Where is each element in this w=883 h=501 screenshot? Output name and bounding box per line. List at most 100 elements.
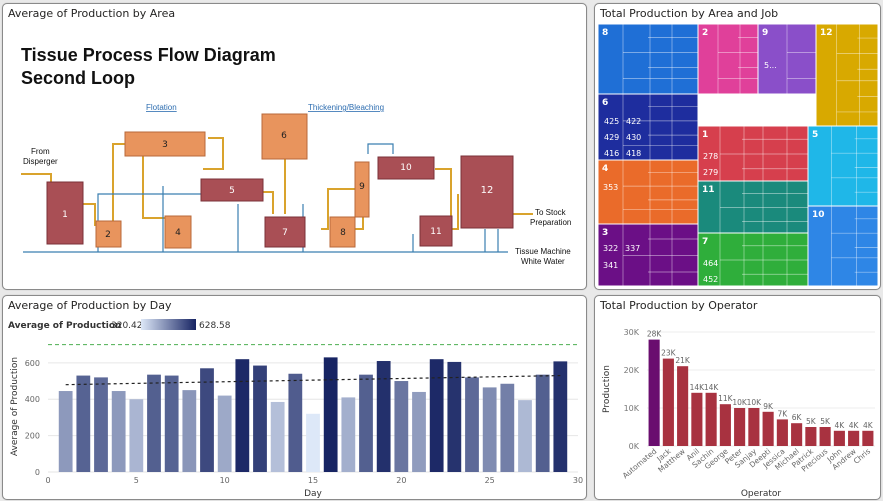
treemap-area-8[interactable]: 8 [597, 23, 699, 95]
unit-11[interactable]: 11 [419, 215, 453, 247]
day-bar[interactable] [500, 383, 515, 472]
unit-10[interactable]: 10 [377, 156, 435, 180]
day-bar[interactable] [535, 374, 550, 472]
treemap-area-6[interactable]: 6 425 422 429 430 416 418 [597, 93, 699, 161]
x-tick-label: 15 [308, 476, 318, 485]
day-bar[interactable] [164, 375, 179, 472]
operator-panel[interactable]: Total Production by Operator 0K 10K 20K 30K… [594, 295, 881, 500]
svg-text:11: 11 [430, 227, 441, 237]
day-bar[interactable] [306, 413, 320, 472]
operator-bar[interactable] [776, 419, 788, 446]
day-panel-title: Average of Production by Day [8, 299, 172, 312]
unit-3[interactable]: 3 [124, 131, 206, 157]
operator-bar[interactable] [648, 339, 660, 446]
treemap-job-label: 425 [604, 117, 619, 126]
day-bar[interactable] [518, 400, 532, 472]
treemap-area-3[interactable]: 3 322 337 341 [597, 223, 699, 287]
treemap-panel[interactable]: Total Production by Area and Job 8 2 9 5...… [594, 3, 881, 290]
day-bar[interactable] [394, 381, 409, 472]
x-tick-label: 10 [220, 476, 230, 485]
treemap-area-7[interactable]: 7 464 452 [697, 232, 809, 287]
to-label-line2: Preparation [530, 218, 571, 227]
treemap-area-12[interactable]: 12 [815, 23, 879, 127]
day-bar[interactable] [412, 391, 426, 472]
process-flow-diagram: Tissue Process Flow Diagram Second Loop … [21, 45, 571, 266]
operator-bar[interactable] [848, 430, 860, 446]
unit-2[interactable]: 2 [95, 220, 122, 248]
treemap-area-11[interactable]: 11 [697, 180, 809, 234]
day-bar[interactable] [58, 391, 73, 472]
treemap-chart[interactable]: 8 2 9 5... 12 6 425 422 429 430 416 418 1 278 279 5 4 353… [595, 4, 881, 290]
day-bar[interactable] [182, 390, 197, 472]
treemap-area-10[interactable]: 10 [807, 205, 879, 287]
day-bar[interactable] [76, 375, 91, 472]
operator-bar[interactable] [705, 392, 717, 446]
treemap-area-4[interactable]: 4 353 [597, 159, 699, 225]
operator-bar[interactable] [833, 430, 845, 446]
unit-9[interactable]: 9 [354, 161, 370, 218]
operator-bar[interactable] [748, 408, 760, 446]
day-bar-chart[interactable]: Average of Production 320.42 628.58 0200… [3, 296, 587, 500]
operator-bar[interactable] [662, 358, 674, 446]
operator-data-label: 14K [704, 383, 720, 392]
day-bar[interactable] [288, 373, 303, 472]
x-axis-title: Day [304, 489, 322, 499]
day-bar[interactable] [465, 377, 479, 472]
day-bar[interactable] [94, 377, 108, 472]
treemap-area-1[interactable]: 1 278 279 [697, 125, 809, 182]
day-bar[interactable] [376, 361, 391, 472]
day-bar[interactable] [111, 391, 126, 472]
unit-7[interactable]: 7 [264, 216, 306, 248]
x-axis-title: Operator [741, 489, 782, 499]
day-bar[interactable] [235, 359, 250, 472]
svg-text:12: 12 [481, 185, 494, 196]
treemap-area-9[interactable]: 9 5... [757, 23, 817, 95]
day-bar[interactable] [200, 368, 214, 472]
x-tick-label: 5 [134, 476, 139, 485]
operator-bar[interactable] [805, 427, 817, 446]
unit-4[interactable]: 4 [164, 215, 192, 249]
treemap-area-5[interactable]: 5 [807, 125, 879, 207]
day-bar[interactable] [147, 374, 161, 472]
x-tick-label: 20 [396, 476, 406, 485]
day-bar[interactable] [217, 395, 232, 472]
area-panel-title: Average of Production by Area [8, 7, 176, 20]
operator-bar[interactable] [719, 404, 731, 446]
day-bar[interactable] [359, 374, 373, 472]
treemap-job-label: 322 [603, 244, 618, 253]
operator-bar[interactable] [819, 427, 831, 446]
day-bar[interactable] [553, 361, 568, 472]
y-tick-label: 600 [25, 359, 40, 368]
y-tick-label: 0K [629, 442, 640, 451]
day-bar[interactable] [270, 401, 285, 472]
day-bar[interactable] [341, 397, 356, 472]
operator-bar[interactable] [734, 408, 746, 446]
day-bar[interactable] [253, 365, 267, 472]
day-bar[interactable] [129, 399, 144, 472]
day-panel[interactable]: Average of Production by Day Average of … [2, 295, 587, 500]
white-water-label-line1: Tissue Machine [515, 247, 571, 256]
operator-bar[interactable] [691, 392, 703, 446]
unit-12[interactable]: 12 [460, 155, 514, 229]
unit-8[interactable]: 8 [329, 216, 356, 248]
flotation-label: Flotation [146, 103, 177, 112]
treemap-job-label: 353 [603, 183, 618, 192]
treemap-area-2[interactable]: 2 [697, 23, 759, 95]
unit-5[interactable]: 5 [200, 178, 264, 202]
day-bar[interactable] [429, 359, 444, 472]
day-bar[interactable] [482, 387, 497, 472]
y-tick-label: 20K [624, 366, 640, 375]
area-panel[interactable]: Average of Production by Area Tissue Pro… [2, 3, 587, 290]
treemap-area-label: 10 [812, 210, 825, 220]
operator-bar[interactable] [862, 430, 874, 446]
operator-bar[interactable] [762, 411, 774, 446]
operator-bar[interactable] [791, 423, 803, 446]
operator-data-label: 28K [647, 330, 663, 339]
day-bar[interactable] [447, 361, 462, 472]
operator-bar[interactable] [677, 366, 689, 446]
day-bar[interactable] [323, 357, 338, 472]
unit-1[interactable]: 1 [46, 181, 84, 245]
unit-6[interactable]: 6 [261, 113, 308, 160]
y-axis-title: Production [602, 365, 612, 413]
